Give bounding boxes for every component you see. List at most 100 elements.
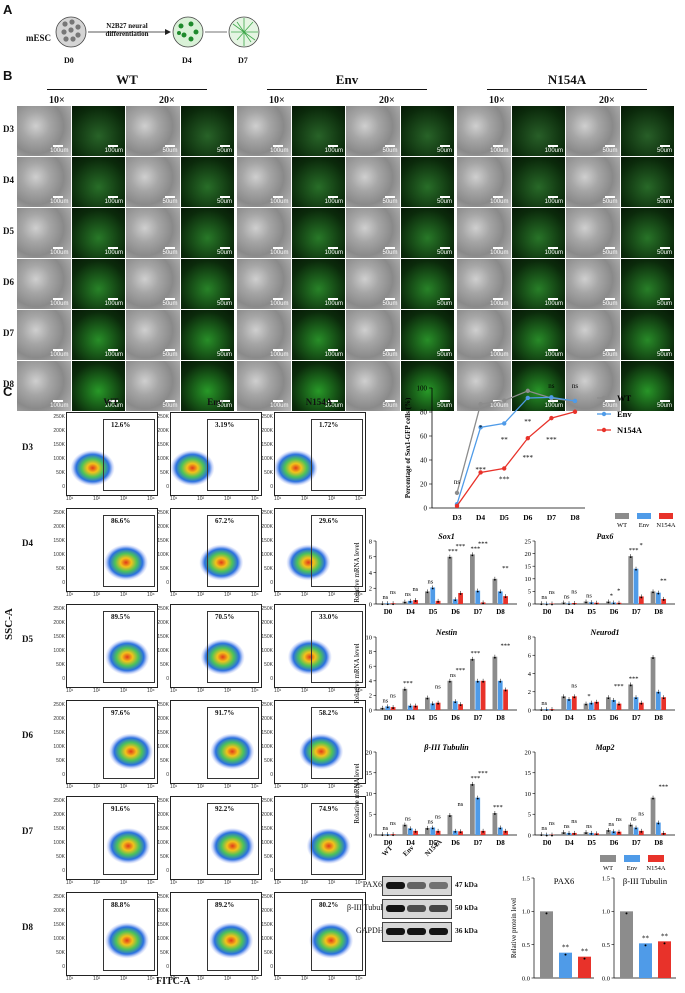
significance-label: ns <box>382 825 388 832</box>
bar-N154A <box>503 596 508 604</box>
scale-bar: 100um <box>545 196 563 205</box>
y-tick-label: 2 <box>528 689 531 696</box>
scale-bar-label: 100um <box>104 352 123 358</box>
scale-bar-line <box>547 145 558 147</box>
bar-N154A <box>638 596 644 604</box>
y-tick-label: 50K <box>160 758 169 764</box>
y-tick-label: 150K <box>261 442 273 448</box>
scale-bar-label: 50um <box>216 250 232 256</box>
row-day-label: D4 <box>3 175 14 185</box>
series-point <box>502 421 507 426</box>
y-tick-label: 200K <box>157 908 169 914</box>
gate-percentage: 91.6% <box>111 805 131 813</box>
y-tick-label: 200K <box>261 908 273 914</box>
y-tick-label: 0 <box>369 707 372 714</box>
scale-bar: 50um <box>437 400 452 409</box>
scale-bar-line <box>53 145 64 147</box>
scale-bar-line <box>439 196 450 198</box>
gate-box <box>311 803 363 875</box>
bar-WT <box>447 815 453 835</box>
gfp-fluorescence-image: 50um <box>620 157 674 207</box>
x-tick-label: D6 <box>523 513 532 522</box>
day-label-d0: D0 <box>64 56 74 65</box>
bar-N154A <box>480 830 486 835</box>
blot-band <box>386 882 405 889</box>
scale-bar: 100um <box>270 400 289 409</box>
brightfield-image: 50um <box>346 259 400 309</box>
x-tick-label: 10² <box>301 688 309 694</box>
panel-letter-b: B <box>3 68 13 83</box>
flow-plot: 91.6% <box>66 796 158 880</box>
scale-bar-line <box>273 145 284 147</box>
fitc-a-axis-label: FITC-A <box>156 976 191 987</box>
scale-bar: 50um <box>602 400 618 409</box>
legend-swatch <box>648 855 664 862</box>
x-tick-label: D4 <box>565 608 574 616</box>
chart-title: Map2 <box>594 743 614 752</box>
x-tick-label: 10³ <box>224 592 232 598</box>
scale-bar-line <box>439 145 450 147</box>
data-point <box>499 680 502 683</box>
gfp-fluorescence-image: 100um <box>71 106 125 156</box>
y-tick-label: 5 <box>528 589 531 596</box>
x-tick-label: D5 <box>429 839 438 847</box>
y-tick-label: 50K <box>160 662 169 668</box>
legend-label: Env <box>617 409 632 419</box>
y-tick-label: 150K <box>261 730 273 736</box>
magnification-label: 10× <box>49 95 65 106</box>
significance-label: ns <box>427 819 433 826</box>
y-tick-label: 10 <box>525 576 532 583</box>
significance-label: ** <box>562 944 570 952</box>
data-point <box>629 556 632 559</box>
scale-bar-label: 50um <box>382 403 398 409</box>
data-point <box>551 603 553 606</box>
data-point <box>657 822 660 825</box>
data-point <box>657 592 660 595</box>
scale-bar: 50um <box>217 145 232 154</box>
y-tick-label: 50K <box>264 854 273 860</box>
data-point <box>471 554 474 557</box>
scale-bar-label: 100um <box>490 352 509 358</box>
y-tick-label: 200K <box>53 620 65 626</box>
bar-Env <box>407 705 413 710</box>
magnification-label: 10× <box>269 95 285 106</box>
y-tick-label: 20 <box>525 749 532 756</box>
bar-N154A <box>413 830 418 835</box>
data-point <box>545 912 548 915</box>
x-tick-label: 10⁴ <box>251 784 259 790</box>
y-tick-label: 100K <box>53 744 65 750</box>
scale-bar-line <box>219 247 230 249</box>
brightfield-image: 100um <box>237 157 291 207</box>
data-point <box>652 797 654 800</box>
scale-bar: 50um <box>162 400 178 409</box>
y-tick-label: 250K <box>261 798 273 804</box>
data-point <box>662 833 665 835</box>
y-tick-label: 0 <box>270 676 273 682</box>
flow-plot: 88.8% <box>66 892 158 976</box>
x-tick-label: 10³ <box>224 784 232 790</box>
significance-label: *** <box>470 775 480 782</box>
y-tick-label: 200K <box>157 524 169 530</box>
data-point <box>573 696 576 699</box>
y-axis-label: Relative mRNA level <box>353 763 361 823</box>
significance-label: ns <box>541 594 547 601</box>
significance-label: *** <box>499 476 510 484</box>
significance-label: ns <box>412 586 418 593</box>
gfp-fluorescence-image: 50um <box>180 208 234 258</box>
scale-bar-label: 50um <box>436 250 452 256</box>
scale-bar-line <box>273 349 284 351</box>
data-point <box>386 706 389 709</box>
scale-bar-label: 100um <box>490 148 509 154</box>
y-tick-label: 150K <box>261 826 273 832</box>
data-point <box>386 834 389 837</box>
x-tick-label: D0 <box>543 714 552 722</box>
data-point <box>618 831 620 834</box>
flow-plot: 3.19% <box>170 412 262 496</box>
x-tick-label: 10⁴ <box>251 496 259 502</box>
data-point <box>504 596 507 599</box>
bar-Env <box>475 590 481 604</box>
scale-bar-line <box>165 349 176 351</box>
bar-WT <box>606 830 611 835</box>
series-point <box>525 395 530 401</box>
data-point <box>568 833 570 835</box>
